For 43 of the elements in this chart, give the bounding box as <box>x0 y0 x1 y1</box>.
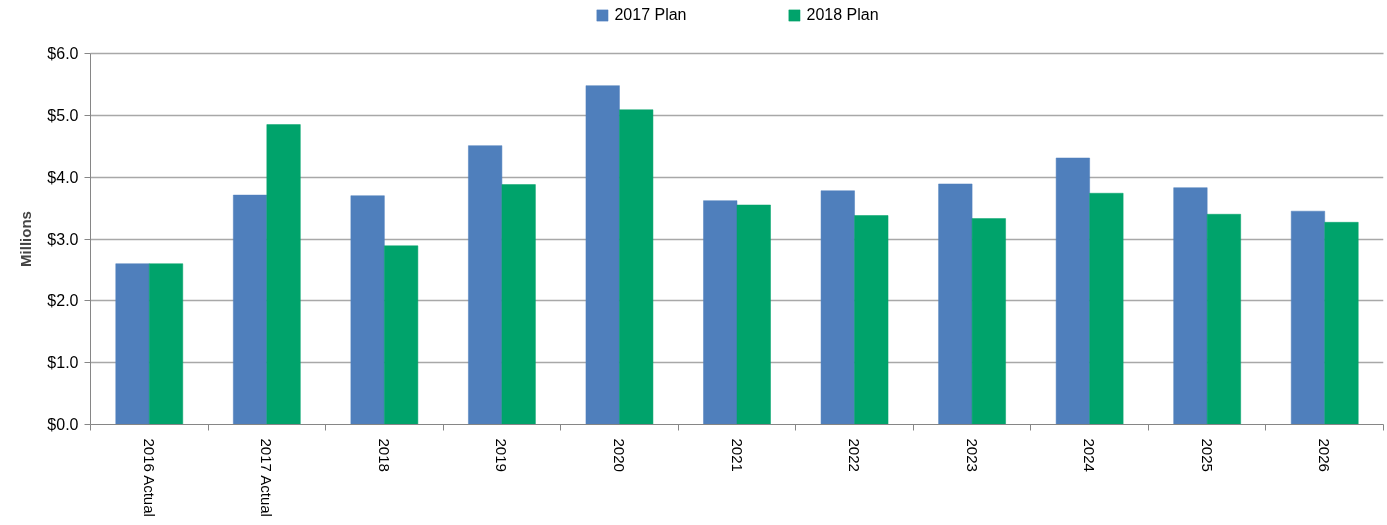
bar <box>266 124 301 425</box>
bar <box>501 184 536 425</box>
bar <box>585 85 620 425</box>
y-axis-title: Millions <box>17 211 35 267</box>
y-tick-label: $6.0 <box>47 45 79 62</box>
x-tick-label: 2020 <box>610 438 628 472</box>
y-tick-label: $0.0 <box>47 416 79 433</box>
bar <box>384 245 419 425</box>
legend-label: 2017 Plan <box>614 6 687 24</box>
bar <box>736 204 771 425</box>
y-tick-label: $5.0 <box>47 106 79 124</box>
y-tick-label: $1.0 <box>47 354 79 372</box>
x-tick-label: 2017 Actual <box>258 438 276 517</box>
bar <box>703 200 738 425</box>
x-tick-label: 2022 <box>846 438 864 472</box>
bar <box>1290 210 1325 425</box>
x-tick-label: 2021 <box>728 438 746 472</box>
bar <box>971 218 1006 425</box>
legend-label: 2018 Plan <box>806 6 879 24</box>
bar <box>938 183 973 425</box>
y-tick-label: $3.0 <box>47 230 79 248</box>
bar <box>468 145 503 425</box>
bar <box>820 190 855 425</box>
bar <box>854 215 889 425</box>
x-tick-label: 2026 <box>1316 438 1334 472</box>
bar <box>233 194 268 425</box>
x-tick-label: 2024 <box>1081 438 1099 472</box>
bar <box>149 263 184 425</box>
bar <box>1055 157 1090 425</box>
bar <box>350 195 385 425</box>
x-tick-label: 2018 <box>375 438 393 472</box>
bar <box>619 109 654 425</box>
bar <box>1206 214 1241 425</box>
bar <box>1324 222 1359 425</box>
x-tick-label: 2025 <box>1198 438 1216 472</box>
bar <box>1173 187 1208 425</box>
y-tick-label: $4.0 <box>47 168 79 186</box>
bar <box>115 263 150 425</box>
x-tick-label: 2016 Actual <box>140 438 158 517</box>
y-tick-label: $2.0 <box>47 292 79 310</box>
x-tick-label: 2019 <box>493 438 511 472</box>
bar <box>1089 192 1124 425</box>
x-tick-label: 2023 <box>963 438 981 472</box>
